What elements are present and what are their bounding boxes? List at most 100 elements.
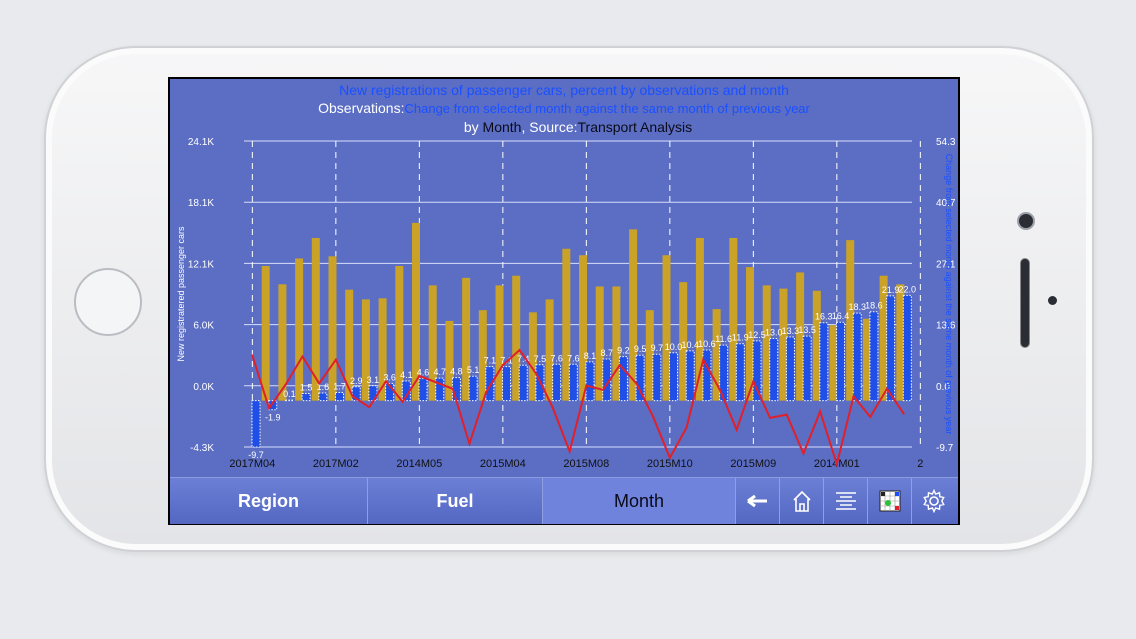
gold-bar bbox=[896, 284, 905, 401]
proximity-sensor bbox=[1048, 296, 1057, 305]
gold-bar bbox=[862, 318, 871, 401]
blue-bar-value-label: 13.3 bbox=[782, 326, 800, 336]
blue-bar-value-label: 16.3 bbox=[815, 312, 833, 322]
grid-color-icon bbox=[879, 490, 900, 512]
red-series-point bbox=[685, 426, 688, 429]
red-series-point bbox=[802, 452, 805, 455]
by-separator: , bbox=[521, 119, 526, 135]
red-series-point bbox=[351, 395, 354, 398]
red-series-point bbox=[869, 415, 872, 418]
gold-bar bbox=[595, 286, 604, 401]
observations-line: Observations:Change from selected month … bbox=[170, 99, 958, 118]
red-series-point bbox=[268, 407, 271, 410]
y-tick-label-left: 6.0K bbox=[193, 321, 214, 332]
blue-bar-value-label: 22.0 bbox=[899, 284, 917, 294]
red-series-point bbox=[284, 383, 287, 386]
observations-value[interactable]: Change from selected month against the s… bbox=[404, 101, 810, 116]
fuel-button[interactable]: Fuel bbox=[368, 478, 543, 524]
red-series-point bbox=[568, 450, 571, 453]
blue-bar-value-label: 5.1 bbox=[467, 365, 480, 375]
blue-bar-value-label: 9.5 bbox=[634, 344, 647, 354]
blue-bar bbox=[819, 322, 829, 402]
red-series-point bbox=[835, 463, 838, 466]
blue-bar-value-label: 3.1 bbox=[367, 375, 380, 385]
blue-bar-value-label: 13.5 bbox=[798, 325, 816, 335]
blue-bar bbox=[401, 380, 411, 402]
blue-bar bbox=[318, 392, 328, 402]
home-button[interactable] bbox=[74, 268, 142, 336]
red-series-point bbox=[251, 354, 254, 357]
gold-bar bbox=[879, 275, 888, 401]
gold-bar bbox=[779, 288, 788, 401]
blue-bar bbox=[769, 337, 779, 402]
x-tick-label: 2015M09 bbox=[730, 458, 776, 470]
blue-bar bbox=[568, 363, 578, 402]
blue-bar-value-label: 7.1 bbox=[484, 356, 497, 366]
red-series-point bbox=[735, 428, 738, 431]
y-tick-label-right: 40.7 bbox=[936, 198, 956, 209]
y-tick-label-right: 13.6 bbox=[936, 321, 956, 332]
observations-label: Observations: bbox=[318, 100, 405, 116]
color-grid-button[interactable] bbox=[868, 478, 912, 524]
blue-bar bbox=[502, 366, 512, 402]
red-series-point bbox=[468, 442, 471, 445]
align-button[interactable] bbox=[824, 478, 868, 524]
gold-bar bbox=[311, 237, 320, 401]
red-series-point bbox=[418, 374, 421, 377]
red-series-point bbox=[852, 395, 855, 398]
blue-bar bbox=[852, 312, 862, 402]
gold-bar bbox=[295, 258, 304, 401]
blue-bar bbox=[268, 400, 278, 411]
blue-bar bbox=[785, 336, 795, 402]
gold-bar bbox=[328, 256, 337, 401]
blue-bar bbox=[735, 343, 745, 402]
gold-bar bbox=[562, 248, 571, 401]
gold-bar bbox=[712, 309, 721, 401]
red-series-point bbox=[752, 380, 755, 383]
source-value: Transport Analysis bbox=[577, 119, 693, 135]
red-series-point bbox=[384, 380, 387, 383]
blue-bar-value-label: 0.1 bbox=[283, 389, 296, 399]
blue-bar-value-label: 13.0 bbox=[765, 327, 783, 337]
gold-bar bbox=[846, 240, 855, 401]
red-series-point bbox=[769, 416, 772, 419]
gold-bar bbox=[545, 299, 554, 401]
red-series-point bbox=[819, 410, 822, 413]
blue-bar bbox=[902, 294, 912, 402]
blue-bar-value-label: 4.6 bbox=[417, 368, 430, 378]
gold-bar bbox=[695, 237, 704, 401]
gold-bar bbox=[679, 282, 688, 401]
gold-bar bbox=[412, 222, 421, 401]
red-series-point bbox=[301, 355, 304, 358]
blue-bar bbox=[685, 350, 695, 402]
x-tick-label: 2014M05 bbox=[396, 458, 442, 470]
gold-bar bbox=[345, 289, 354, 401]
blue-bar-value-label: 3.6 bbox=[383, 372, 396, 382]
blue-bar bbox=[418, 378, 428, 402]
red-series-point bbox=[435, 381, 438, 384]
blue-bar bbox=[585, 361, 595, 402]
blue-bar-value-label: 8.1 bbox=[584, 351, 597, 361]
y-tick-label-left: 24.1K bbox=[188, 137, 214, 148]
home-view-button[interactable] bbox=[780, 478, 824, 524]
blue-bar bbox=[836, 321, 846, 402]
by-value[interactable]: Month bbox=[482, 119, 522, 135]
gear-icon bbox=[923, 489, 945, 513]
blue-bar bbox=[385, 382, 395, 402]
red-series-point bbox=[485, 391, 488, 394]
blue-bar-value-label: -1.9 bbox=[265, 413, 281, 423]
blue-bar-value-label: 2.9 bbox=[350, 376, 363, 386]
back-button[interactable] bbox=[736, 478, 780, 524]
red-series-point bbox=[518, 349, 521, 352]
chart-svg: 24.1K 54.318.1K 40.712.1K 27.16.0K 13.60.0K 0… bbox=[176, 137, 956, 470]
region-button[interactable]: Region bbox=[170, 478, 368, 524]
gold-bar bbox=[612, 286, 621, 401]
blue-bar-value-label: 7.4 bbox=[517, 354, 530, 364]
month-button[interactable]: Month bbox=[543, 478, 736, 524]
y-tick-label-right: 27.1 bbox=[936, 259, 956, 270]
blue-bar-value-label: 4.8 bbox=[450, 367, 463, 377]
settings-button[interactable] bbox=[912, 478, 956, 524]
blue-bar bbox=[635, 354, 645, 402]
red-series-point bbox=[885, 387, 888, 390]
gold-bar bbox=[729, 237, 738, 401]
